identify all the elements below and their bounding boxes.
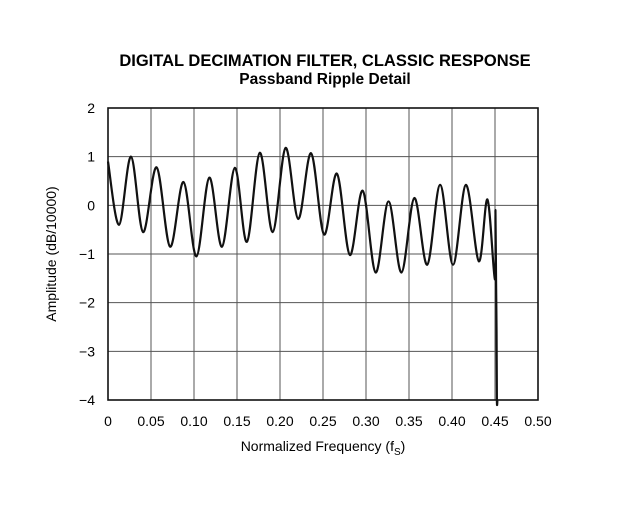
y-tick-label: −4 (79, 392, 95, 408)
series-line (106, 146, 499, 407)
grid (108, 108, 538, 400)
chart-title: DIGITAL DECIMATION FILTER, CLASSIC RESPO… (119, 52, 530, 70)
y-tick-label: 2 (87, 100, 95, 116)
y-tick-label: −2 (79, 295, 95, 311)
x-tick-label: 0.45 (481, 413, 508, 429)
x-tick-labels: 0 0.05 0.10 0.15 0.20 0.25 0.30 0.35 0.40 0.45 0.5… (104, 413, 552, 429)
x-tick-label: 0.40 (438, 413, 465, 429)
x-tick-label: 0.50 (524, 413, 551, 429)
x-tick-label: 0.15 (223, 413, 250, 429)
chart-subtitle: Passband Ripple Detail (239, 71, 410, 88)
x-tick-label: 0.25 (309, 413, 336, 429)
x-tick-label: 0.10 (180, 413, 207, 429)
x-tick-label: 0 (104, 413, 112, 429)
y-tick-label: 0 (87, 197, 95, 213)
x-axis-label: Normalized Frequency (fS) (241, 438, 406, 458)
x-tick-label: 0.30 (352, 413, 379, 429)
x-tick-label: 0.05 (137, 413, 164, 429)
y-tick-labels: 2 1 0 −1 −2 −3 −4 (79, 100, 95, 408)
x-tick-label: 0.35 (395, 413, 422, 429)
y-tick-label: 1 (87, 149, 95, 165)
y-tick-label: −1 (79, 246, 95, 262)
y-tick-label: −3 (79, 343, 95, 359)
y-axis-label: Amplitude (dB/10000) (43, 186, 59, 321)
x-tick-label: 0.20 (266, 413, 293, 429)
plot-area-border (107, 107, 539, 401)
